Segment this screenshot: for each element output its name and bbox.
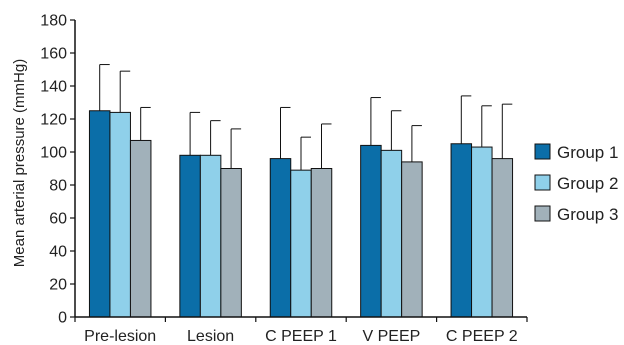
bar xyxy=(129,139,152,318)
legend-label: Group 3 xyxy=(557,205,618,224)
bar xyxy=(310,168,333,318)
bar xyxy=(220,168,242,318)
legend-label: Group 2 xyxy=(557,174,618,193)
x-category-label: C PEEP 2 xyxy=(446,328,518,345)
bar xyxy=(401,161,423,318)
bar xyxy=(380,149,403,318)
y-axis-title: Mean arterial pressure (mmHg) xyxy=(11,59,28,267)
bar xyxy=(491,158,514,318)
bar xyxy=(471,146,493,318)
legend-swatch xyxy=(534,143,551,160)
legend: Group 1 Group 2 Group 3 xyxy=(534,143,618,224)
bar xyxy=(450,143,473,318)
bars-layer xyxy=(88,110,514,318)
bar xyxy=(88,110,111,318)
legend-label: Group 1 xyxy=(557,143,618,162)
y-tick-label: 40 xyxy=(49,244,67,261)
y-tick-label: 140 xyxy=(40,79,67,96)
y-ticks: 0 20 40 60 80 100 120 140 160 180 xyxy=(40,13,75,327)
y-tick-label: 60 xyxy=(49,211,67,228)
y-tick-label: 20 xyxy=(49,277,67,294)
x-category-label: C PEEP 1 xyxy=(265,328,337,345)
x-category-label: V PEEP xyxy=(362,328,420,345)
bar xyxy=(269,158,292,318)
legend-swatch xyxy=(534,174,551,191)
legend-swatch xyxy=(534,205,551,222)
y-tick-label: 160 xyxy=(40,46,67,63)
bar xyxy=(109,111,131,318)
bar xyxy=(199,154,222,318)
x-category-labels: Pre-lesion Lesion C PEEP 1 V PEEP C PEEP 2 xyxy=(74,317,528,345)
y-tick-label: 120 xyxy=(40,112,67,129)
error-bars-layer xyxy=(99,64,513,171)
bar xyxy=(179,154,201,318)
axes-layer xyxy=(74,20,527,318)
y-tick-label: 180 xyxy=(40,13,67,30)
x-category-label: Pre-lesion xyxy=(84,328,156,345)
y-tick-label: 100 xyxy=(40,145,67,162)
bar xyxy=(290,169,312,318)
y-tick-label: 0 xyxy=(58,310,67,327)
x-category-label: Lesion xyxy=(187,328,234,345)
bar xyxy=(360,144,382,318)
y-tick-label: 80 xyxy=(49,178,67,195)
